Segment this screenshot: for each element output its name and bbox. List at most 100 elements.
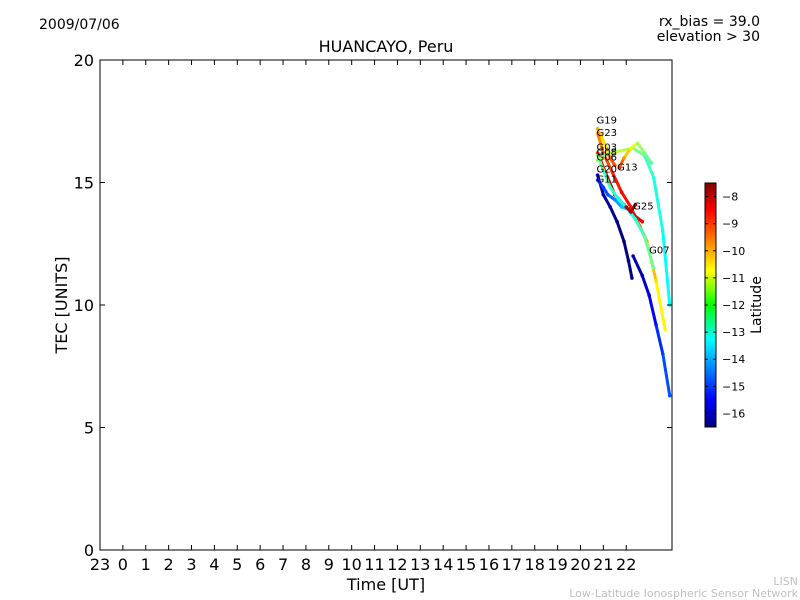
colorbar-tick-label: −10 xyxy=(722,245,745,258)
data-point xyxy=(633,217,638,222)
data-point xyxy=(622,156,626,160)
x-tick-label: 18 xyxy=(525,555,545,574)
data-point xyxy=(619,205,624,209)
data-point xyxy=(661,352,665,356)
data-point xyxy=(595,178,600,182)
track-segment xyxy=(643,151,653,165)
y-tick-label: 10 xyxy=(74,296,94,315)
colorbar-tick-label: −8 xyxy=(722,191,738,204)
x-tick-label: 16 xyxy=(479,555,499,574)
colorbar-label: Latitude xyxy=(749,276,765,334)
rx-bias-label: rx_bias = 39.0 xyxy=(658,14,760,30)
x-tick-label: 4 xyxy=(209,555,219,574)
colorbar-tick-label: −13 xyxy=(722,326,745,339)
data-point xyxy=(617,166,622,170)
series-label: G03 xyxy=(596,143,616,154)
colorbar-tick-label: −11 xyxy=(722,272,745,285)
x-tick-label: 10 xyxy=(342,555,362,574)
data-point xyxy=(635,141,640,146)
track-segment xyxy=(640,274,651,297)
data-point xyxy=(595,173,600,177)
x-tick-label: 17 xyxy=(502,555,522,574)
x-tick-label: 15 xyxy=(456,555,476,574)
series-label: G23 xyxy=(596,128,616,139)
x-tick-label: 0 xyxy=(118,555,128,574)
track-segment xyxy=(631,146,647,158)
elevation-label: elevation > 30 xyxy=(656,29,760,45)
data-point xyxy=(654,278,658,283)
data-point xyxy=(603,143,608,148)
data-point xyxy=(631,254,635,258)
data-point xyxy=(595,131,600,136)
track-segment xyxy=(647,293,658,327)
x-tick-label: 9 xyxy=(324,555,334,574)
x-tick-label: 8 xyxy=(301,555,311,574)
track-segment xyxy=(652,176,665,233)
colorbar-tick-label: −12 xyxy=(722,299,745,312)
track-segment xyxy=(631,254,644,278)
track-segment xyxy=(601,168,612,189)
series-label: G06 xyxy=(596,152,616,163)
series-label: G13 xyxy=(617,162,637,173)
data-point xyxy=(606,151,610,155)
y-axis-label: TEC [UNITS] xyxy=(52,257,71,355)
data-point xyxy=(619,190,624,195)
x-tick-label: 1 xyxy=(141,555,151,574)
data-point xyxy=(601,185,606,190)
data-point xyxy=(601,168,606,173)
data-point xyxy=(630,276,634,280)
track-segment xyxy=(622,146,633,160)
data-point xyxy=(595,126,600,131)
data-point xyxy=(610,170,615,175)
track-segment xyxy=(615,220,626,243)
track-segment xyxy=(661,230,672,307)
data-point xyxy=(651,175,656,180)
colorbar-tick-label: −15 xyxy=(722,380,745,393)
data-point xyxy=(622,239,626,244)
data-point xyxy=(649,161,654,165)
track-segment xyxy=(608,185,619,199)
x-tick-label: 14 xyxy=(433,555,453,574)
track-segment xyxy=(599,134,608,148)
track-segment xyxy=(596,151,610,162)
series-label: G11 xyxy=(596,175,616,186)
data-point xyxy=(615,219,619,224)
colorbar-tick-label: −16 xyxy=(722,407,745,420)
series-g13 xyxy=(617,141,654,170)
data-point xyxy=(654,322,658,327)
y-tick-label: 20 xyxy=(74,51,94,70)
track-segment xyxy=(636,141,647,155)
data-point xyxy=(647,293,651,298)
x-axis-label: Time [UT] xyxy=(346,575,425,594)
data-point xyxy=(661,229,665,234)
data-point xyxy=(624,205,629,209)
track-segment xyxy=(627,259,634,280)
data-point xyxy=(642,151,647,155)
x-tick-label: 2 xyxy=(164,555,174,574)
series-g25 xyxy=(624,202,638,214)
series-label: G19 xyxy=(596,116,616,127)
data-point xyxy=(640,219,645,224)
series-g06 xyxy=(595,146,672,307)
series-label: G20 xyxy=(596,165,616,176)
data-point xyxy=(595,153,600,158)
data-point xyxy=(608,185,613,190)
track-segment xyxy=(606,149,624,155)
series-label: G25 xyxy=(633,201,653,212)
track-segment xyxy=(622,239,631,263)
chart-title: HUANCAYO, Peru xyxy=(318,37,454,56)
data-point xyxy=(608,156,613,160)
x-tick-label: 11 xyxy=(364,555,384,574)
track-segment xyxy=(615,195,628,209)
data-point xyxy=(613,163,617,168)
series-g07 xyxy=(631,254,672,398)
data-point xyxy=(606,192,610,197)
data-point xyxy=(595,158,600,163)
watermark-lisn: LISN xyxy=(773,575,798,588)
x-tick-label: 21 xyxy=(593,555,613,574)
track-segment xyxy=(643,154,656,180)
x-tick-label: 23 xyxy=(90,555,110,574)
track-segment xyxy=(617,156,626,170)
data-point xyxy=(633,202,638,207)
